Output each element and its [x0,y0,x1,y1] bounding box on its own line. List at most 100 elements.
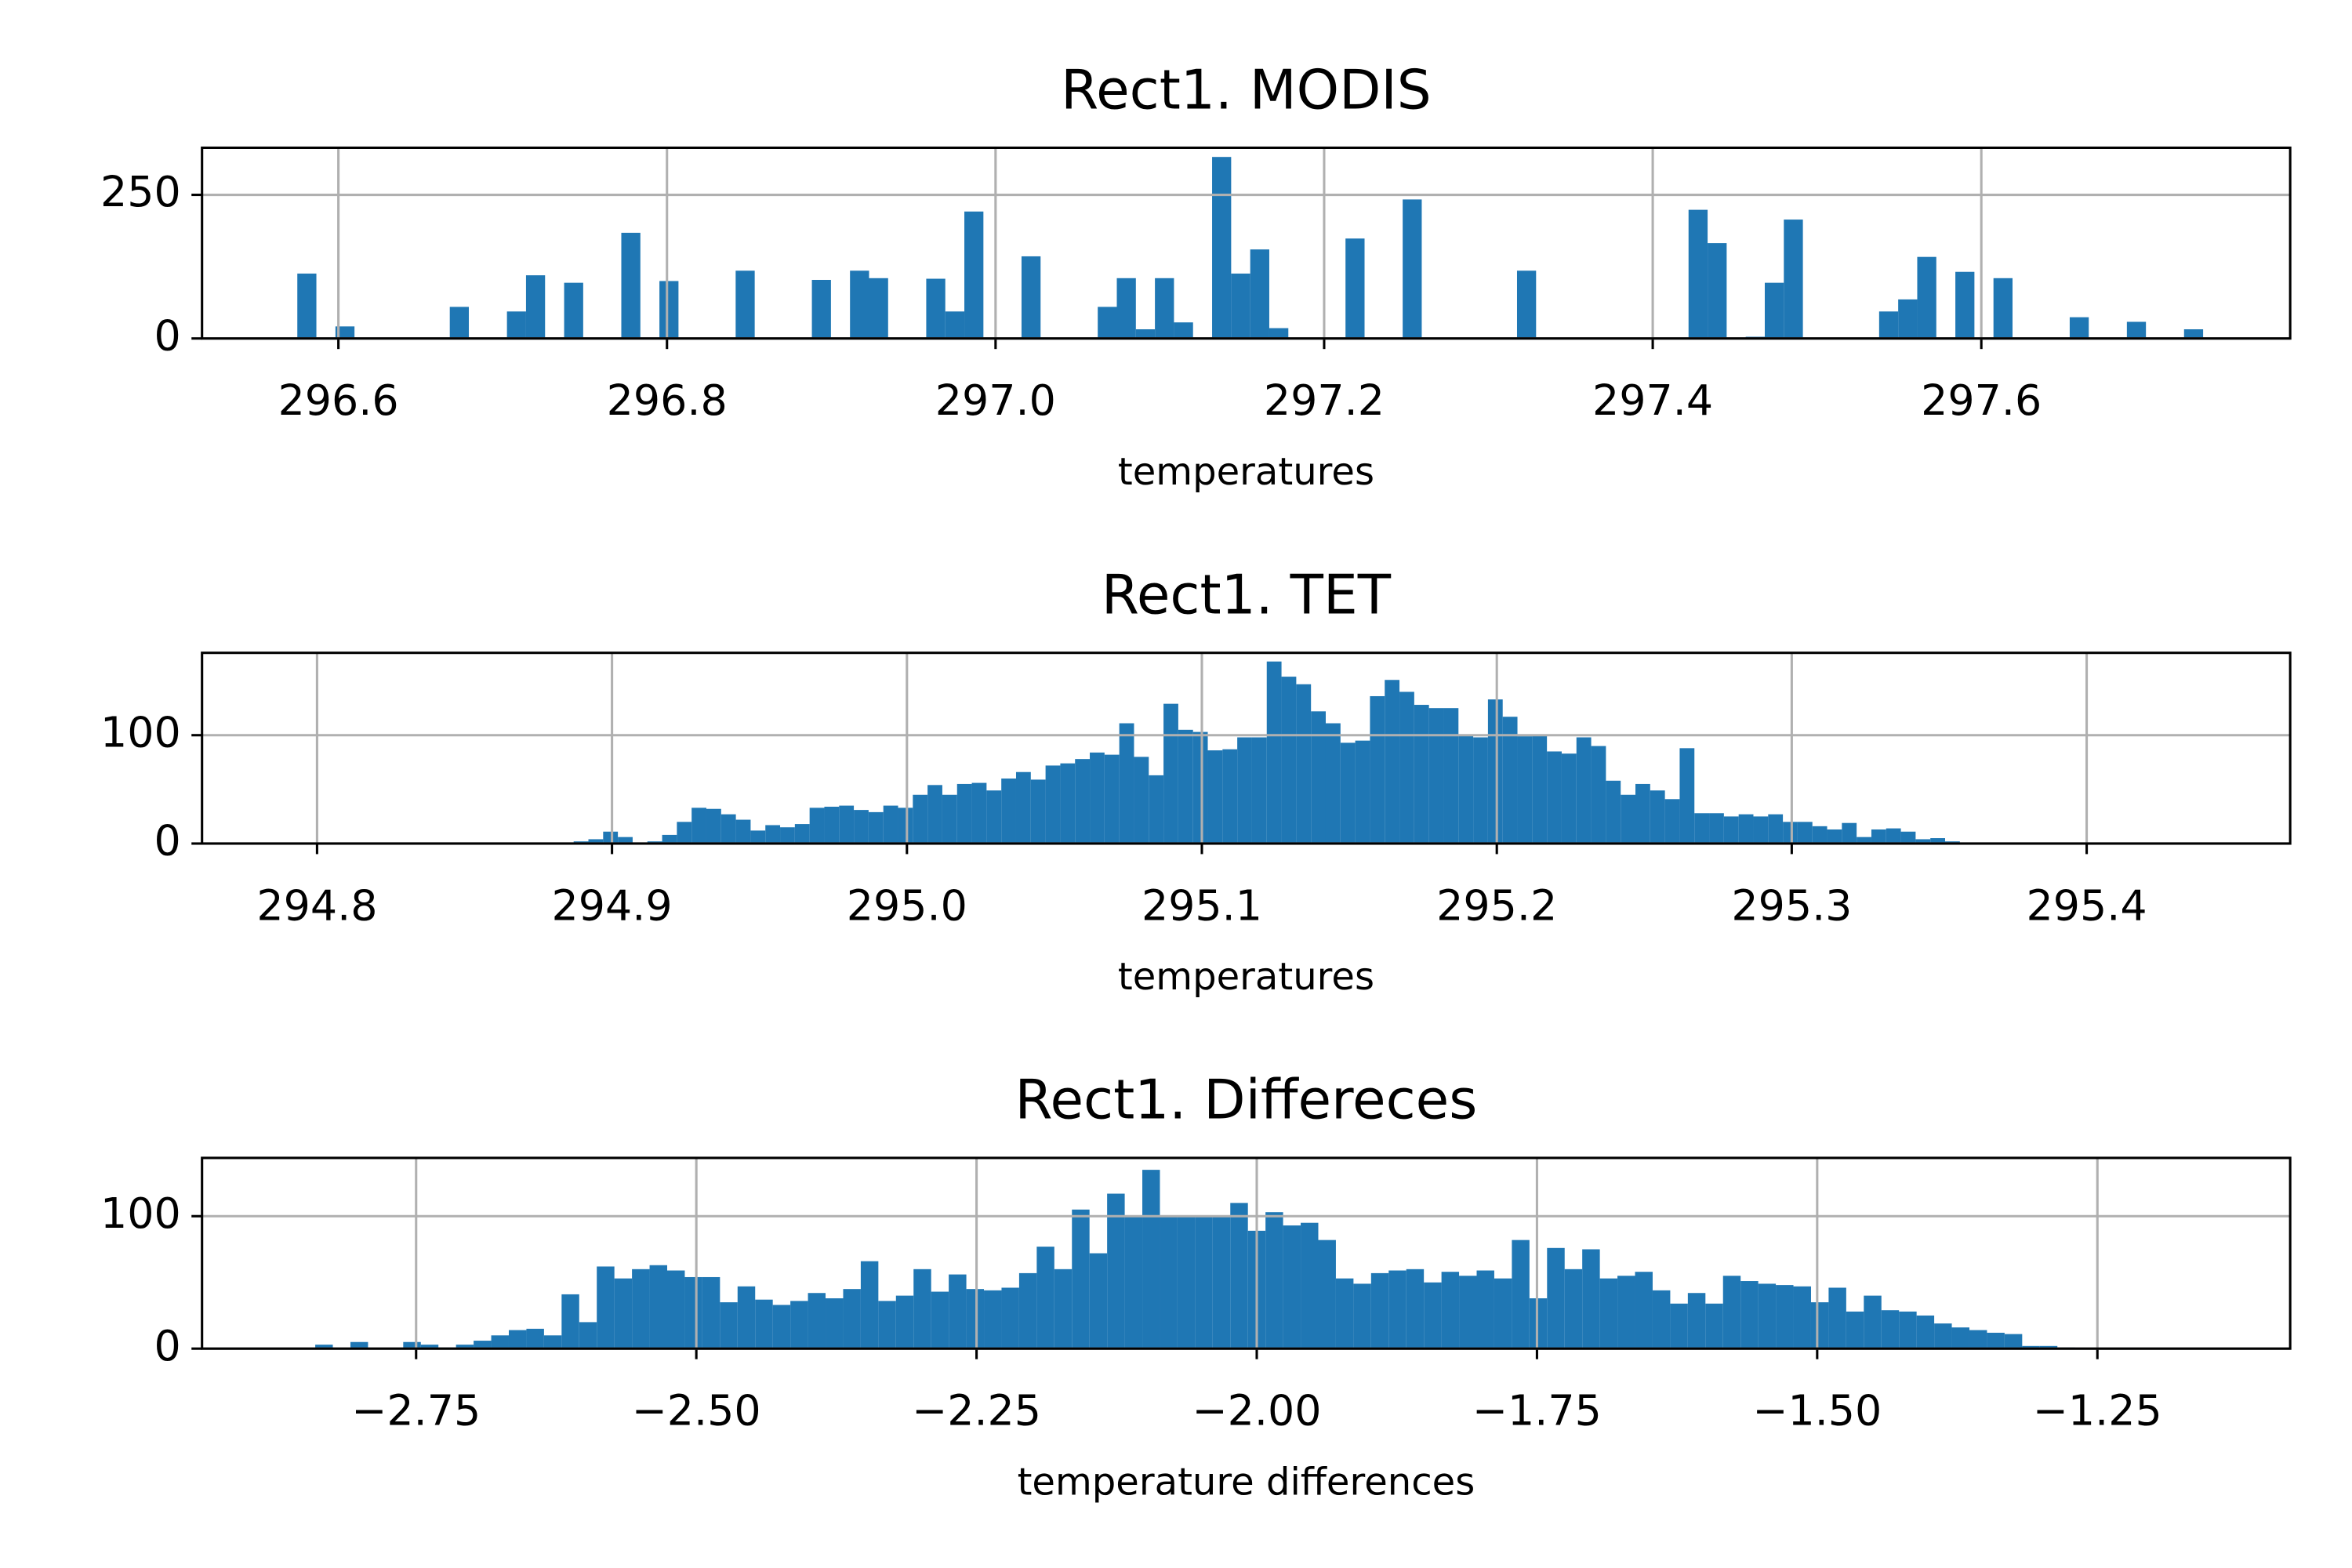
bar [1269,328,1289,339]
bar [1740,1281,1759,1349]
bar [883,805,898,844]
bar [1090,752,1105,844]
bar [1345,238,1365,339]
x-tick-label: 295.2 [1436,880,1557,930]
bar [1502,717,1518,844]
bar [1251,737,1267,844]
bar [1250,249,1269,339]
bar [780,827,795,844]
bar [1473,737,1488,844]
bar [971,782,987,844]
bar [772,1305,791,1349]
bar [1606,780,1621,844]
x-tick-label: 297.6 [1921,376,2042,425]
bar [1399,691,1414,844]
bar [809,808,825,844]
bar [878,1301,896,1349]
bar [1476,1270,1494,1349]
bar [1116,278,1136,339]
bar [1192,731,1208,844]
bar [691,808,706,844]
bar [966,1289,985,1349]
x-tick-label: 295.0 [847,880,967,930]
bar [1119,723,1134,844]
bar [1107,1193,1125,1349]
bar [1576,737,1592,844]
bar [1177,1216,1196,1349]
bar [1886,828,1901,844]
bar [1335,1278,1354,1349]
bar [808,1293,826,1349]
bar [1075,759,1091,844]
bar [1237,737,1252,844]
bar [765,825,781,844]
x-tick-label: −2.00 [1192,1386,1322,1436]
bar [1266,661,1282,844]
bar [1955,271,1975,339]
bar [603,831,619,844]
bar [677,822,692,844]
bar [1842,822,1857,844]
y-tick-label: 0 [154,816,181,866]
bar [564,282,583,339]
bar [1758,1283,1777,1349]
bar [1296,684,1312,844]
y-tick-label: 100 [100,707,181,757]
bar [1650,790,1665,844]
bar [1385,680,1400,844]
bar [755,1299,773,1349]
bar [839,805,855,844]
axes-frame [201,1156,2292,1350]
bar [662,834,677,844]
bar [1679,748,1695,844]
bar [1265,1212,1283,1349]
bar [1021,256,1041,339]
bar [597,1266,615,1349]
y-tick-label: 0 [154,1321,181,1370]
x-axis-label: temperature differences [1018,1460,1475,1504]
bar [706,808,721,844]
bar [2183,329,2204,339]
bar [1827,829,1842,844]
bar [1951,1327,1969,1349]
bar [1222,749,1238,844]
x-tick-label: 297.4 [1592,376,1713,425]
bar [1635,783,1650,844]
bar [1930,838,1946,844]
bar [794,824,810,844]
bar [986,790,1002,844]
bar [1564,1269,1583,1349]
bar [956,783,972,844]
x-tick-label: −1.50 [1752,1386,1882,1436]
x-tick-label: 297.2 [1264,376,1385,425]
bar [964,211,984,339]
bar [1846,1311,1864,1349]
x-tick-label: 294.9 [552,880,673,930]
y-tick-label: 250 [100,167,181,216]
bar [1664,799,1680,844]
bar [811,279,831,339]
x-tick-label: −1.25 [2033,1386,2162,1436]
bar [1353,1283,1371,1349]
bar [420,1345,439,1349]
bar [2126,321,2147,339]
bar [1898,299,1918,339]
bar [1030,779,1046,844]
bar [449,307,470,339]
chart-title: Rect1. Differeces [1014,1069,1477,1132]
bar [1857,837,1871,844]
y-tick-label: 100 [100,1189,181,1238]
bar [508,1330,527,1349]
bar [1810,1302,1829,1349]
x-tick-label: −2.75 [351,1386,481,1436]
bar [1969,1330,1987,1349]
bar [720,1302,738,1349]
bar [702,1276,720,1349]
bar [945,311,965,339]
bar [1635,1272,1653,1349]
x-tick-label: 295.1 [1142,880,1262,930]
bar [1212,157,1232,339]
bar [1441,1272,1460,1349]
bar [1871,829,1886,844]
bar [1458,735,1474,844]
